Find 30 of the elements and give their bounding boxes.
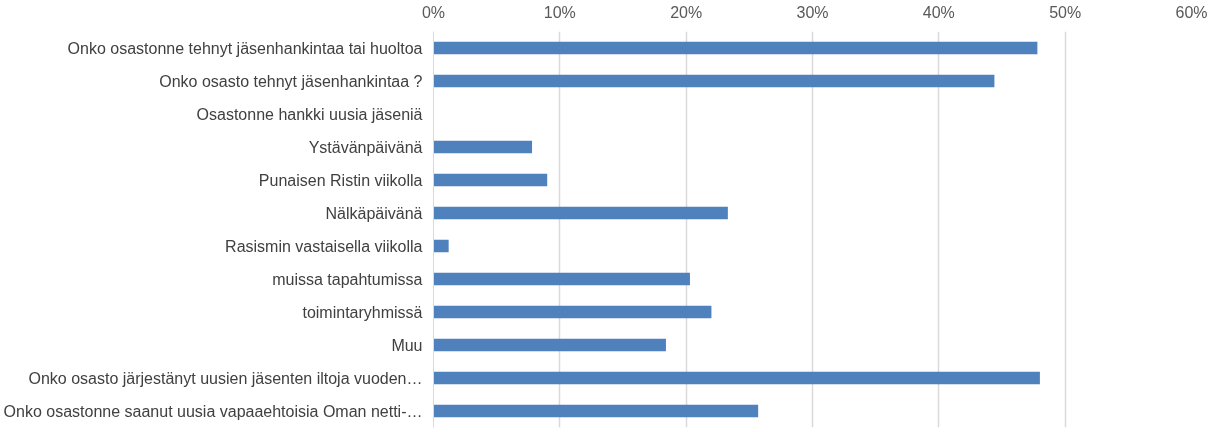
y-tick-label: muissa tapahtumissa — [272, 270, 423, 288]
x-tick-label: 30% — [796, 3, 829, 21]
y-tick-label: Onko osasto järjestänyt uusien jäsenten iltoja vuoden… — [28, 369, 423, 387]
y-tick-label: toimintaryhmissä — [302, 303, 423, 321]
y-tick-label: Onko osastonne tehnyt jäsenhankintaa tai huoltoa — [67, 39, 423, 57]
y-tick-label: Punaisen Ristin viikolla — [258, 171, 423, 189]
x-tick-label: 10% — [543, 3, 576, 21]
bar — [433, 140, 533, 154]
bar — [433, 206, 728, 220]
bar — [433, 173, 548, 187]
y-tick-label: Nälkäpäivänä — [325, 204, 423, 222]
y-tick-label: Onko osastonne saanut uusia vapaaehtoisia Oman netti-… — [3, 402, 423, 420]
y-tick-label: Onko osasto tehnyt jäsenhankintaa ? — [159, 72, 423, 90]
bar — [433, 371, 1040, 385]
x-tick-label: 0% — [421, 3, 446, 21]
bar — [433, 305, 712, 319]
x-tick-label: 20% — [670, 3, 703, 21]
x-tick-label: 60% — [1175, 3, 1208, 21]
bar — [433, 74, 995, 88]
bar — [433, 404, 759, 418]
bar — [433, 272, 690, 286]
y-tick-label: Rasismin vastaisella viikolla — [225, 237, 423, 255]
x-tick-label: 40% — [922, 3, 955, 21]
x-tick-label: 50% — [1049, 3, 1082, 21]
y-tick-label: Ystävänpäivänä — [308, 138, 423, 156]
y-tick-label: Muu — [391, 336, 423, 354]
bar — [433, 239, 449, 253]
y-tick-label: Osastonne hankki uusia jäseniä — [196, 105, 423, 123]
bar — [433, 338, 666, 352]
bar — [433, 41, 1038, 55]
